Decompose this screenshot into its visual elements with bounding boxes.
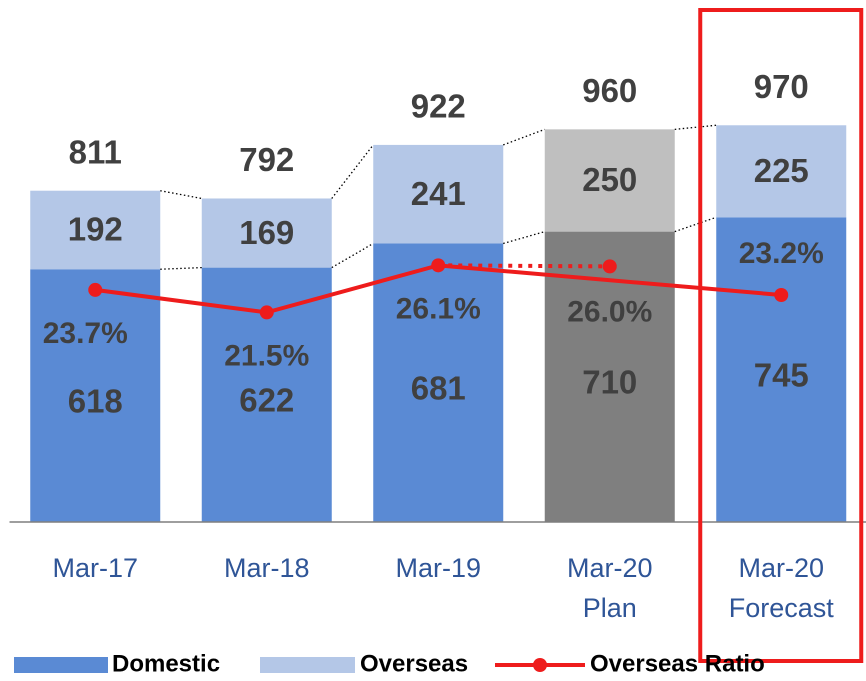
- data-label: 745: [754, 356, 809, 393]
- ratio-line: [94, 263, 782, 315]
- x-tick-label: Mar-20 Forecast: [729, 553, 835, 623]
- bar-segment: [201, 198, 332, 268]
- ratio-label: 26.1%: [396, 292, 481, 325]
- connector: [674, 216, 717, 233]
- ratio-point: [259, 305, 274, 320]
- connector: [160, 266, 202, 270]
- bar-segment: [716, 217, 847, 523]
- legend-label: Domestic: [112, 650, 220, 677]
- ratio-point: [431, 258, 446, 273]
- connector: [674, 124, 717, 131]
- bar-segment: [716, 125, 847, 218]
- connector: [331, 242, 374, 269]
- ratio-label: 21.5%: [224, 339, 309, 372]
- ratio-point: [774, 288, 789, 303]
- x-tick-label: Mar-20 Plan: [567, 553, 653, 623]
- total-label: 811: [69, 133, 122, 170]
- data-label: 681: [411, 369, 466, 406]
- connector: [503, 128, 545, 146]
- data-label: 225: [754, 152, 809, 189]
- data-label: 192: [68, 211, 123, 248]
- highlight-box: [698, 8, 864, 663]
- ratio-label: 23.2%: [739, 237, 824, 270]
- ratio-label: 23.7%: [43, 317, 128, 350]
- legend-label: Overseas Ratio: [590, 650, 765, 677]
- total-label: 792: [239, 141, 294, 178]
- ratio-line-dotted: [438, 263, 610, 269]
- bar-segment: [30, 190, 161, 270]
- bar-segment: [373, 144, 504, 244]
- bar-segment: [373, 243, 504, 522]
- total-label: 960: [582, 72, 637, 109]
- connector: [503, 230, 545, 245]
- total-label: 970: [754, 68, 809, 105]
- bar-segment: [544, 129, 675, 232]
- legend-swatch: [260, 657, 355, 673]
- data-label: 618: [68, 382, 123, 419]
- ratio-label: 26.0%: [567, 295, 652, 328]
- x-tick-label: Mar-18: [224, 553, 310, 583]
- ratio-point: [602, 259, 617, 274]
- data-label: 710: [582, 364, 637, 401]
- legend-swatch: [533, 658, 547, 672]
- ratio-point: [88, 282, 103, 297]
- data-label: 250: [582, 161, 637, 198]
- data-label: 241: [411, 175, 466, 212]
- bar-segment: [30, 269, 161, 522]
- connector: [160, 190, 202, 200]
- connector: [331, 144, 374, 199]
- x-tick-label: Mar-17: [52, 553, 138, 583]
- total-label: 922: [411, 88, 466, 125]
- data-label: 169: [239, 214, 294, 251]
- x-tick-label: Mar-19: [395, 553, 481, 583]
- legend-swatch: [14, 657, 108, 673]
- data-label: 622: [239, 382, 294, 419]
- legend-label: Overseas: [360, 650, 468, 677]
